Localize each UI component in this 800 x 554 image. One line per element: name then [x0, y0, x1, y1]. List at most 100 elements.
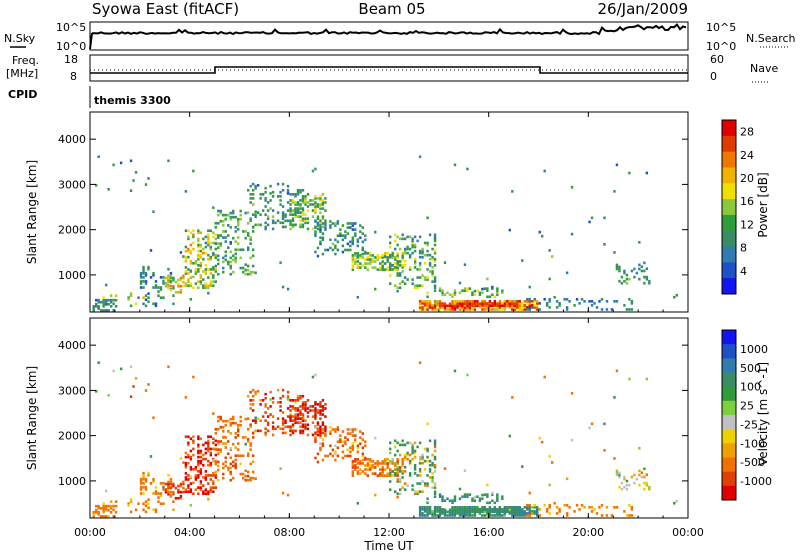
power-cell — [301, 217, 305, 221]
velocity-cell — [433, 455, 437, 459]
power-cell — [396, 266, 399, 269]
velocity-cell — [192, 453, 195, 457]
velocity-cell — [451, 510, 454, 514]
velocity-cell — [416, 492, 419, 496]
velocity-cell — [209, 435, 212, 439]
velocity-cell — [214, 448, 217, 451]
power-cell — [630, 308, 634, 311]
power-cell — [321, 203, 325, 206]
power-cell — [264, 221, 267, 225]
power-cell — [408, 247, 412, 251]
power-cell — [316, 254, 320, 258]
freq-tick-bottom: 8 — [70, 70, 77, 83]
velocity-cell — [421, 506, 424, 509]
power-cell — [249, 201, 252, 204]
velocity-cell — [448, 514, 452, 517]
velocity-cell — [286, 425, 290, 429]
power-cell — [179, 290, 183, 294]
velocity-cell — [613, 396, 616, 399]
power-cell — [428, 257, 432, 261]
power-cell — [182, 284, 185, 288]
power-cell — [316, 217, 320, 221]
velocity-cell — [289, 398, 292, 402]
colorbar-tick-label: -25 — [740, 418, 758, 431]
power-cell — [212, 266, 215, 269]
velocity-cell — [234, 432, 237, 435]
power-cell — [364, 262, 367, 265]
power-cell — [169, 284, 173, 288]
colorbar-frame — [721, 119, 737, 295]
velocity-cell — [219, 417, 222, 421]
power-cell — [319, 225, 322, 229]
velocity-cell — [461, 506, 464, 509]
power-cell — [222, 230, 225, 233]
velocity-cell — [107, 508, 110, 512]
velocity-cell — [154, 510, 158, 514]
velocity-cell — [491, 493, 494, 496]
velocity-cell — [264, 405, 267, 408]
power-cell — [304, 203, 307, 206]
power-cell — [299, 203, 302, 206]
velocity-cell — [319, 425, 322, 429]
velocity-cell — [393, 445, 397, 449]
velocity-cell — [296, 417, 300, 420]
velocity-cell — [291, 398, 295, 402]
velocity-cell — [543, 503, 546, 507]
velocity-cell — [289, 429, 292, 433]
power-cell — [433, 300, 437, 303]
power-cell — [209, 247, 212, 251]
power-cell — [423, 302, 427, 305]
power-cell — [436, 308, 439, 311]
power-cell — [628, 277, 631, 281]
power-cell — [92, 304, 95, 308]
power-cell — [448, 293, 452, 297]
velocity-cell — [401, 470, 404, 473]
power-cell — [431, 272, 434, 275]
power-cell — [451, 300, 454, 303]
velocity-cell — [316, 428, 320, 431]
power-cell — [164, 276, 168, 280]
power-cell — [301, 213, 305, 216]
velocity-cell — [222, 425, 225, 429]
power-cell — [104, 302, 108, 306]
power-cell — [152, 210, 155, 214]
power-cell — [588, 220, 591, 224]
velocity-cell — [214, 439, 217, 443]
power-cell — [618, 269, 621, 273]
power-cell — [356, 238, 360, 242]
velocity-cell — [271, 433, 275, 437]
velocity-cell — [246, 427, 250, 431]
power-cell — [473, 306, 477, 309]
velocity-cell — [625, 514, 629, 517]
power-cell — [209, 280, 212, 283]
velocity-cell — [334, 428, 337, 431]
power-cell — [144, 273, 148, 277]
power-cell — [645, 275, 649, 279]
velocity-cell — [229, 448, 232, 451]
power-cell — [351, 222, 355, 225]
power-cell — [334, 238, 337, 242]
power-cell — [374, 287, 377, 291]
power-cell — [316, 227, 320, 231]
colorbar-segment — [722, 372, 736, 388]
velocity-cell — [212, 480, 215, 483]
velocity-cell — [197, 476, 200, 479]
power-cell — [386, 260, 389, 263]
velocity-cell — [498, 514, 502, 517]
power-cell — [351, 242, 355, 246]
velocity-cell — [204, 470, 208, 473]
velocity-cell — [496, 512, 499, 515]
power-cell — [199, 243, 203, 247]
velocity-cell — [600, 503, 604, 507]
power-cell — [94, 183, 98, 187]
velocity-cell — [486, 512, 489, 515]
velocity-cell — [523, 506, 526, 509]
power-cell — [521, 302, 524, 305]
power-cell — [398, 282, 402, 285]
velocity-cell — [179, 494, 183, 498]
velocity-cell — [471, 510, 474, 514]
power-cell — [351, 258, 355, 261]
velocity-cell — [493, 501, 497, 505]
power-scatter-marks — [92, 155, 678, 312]
